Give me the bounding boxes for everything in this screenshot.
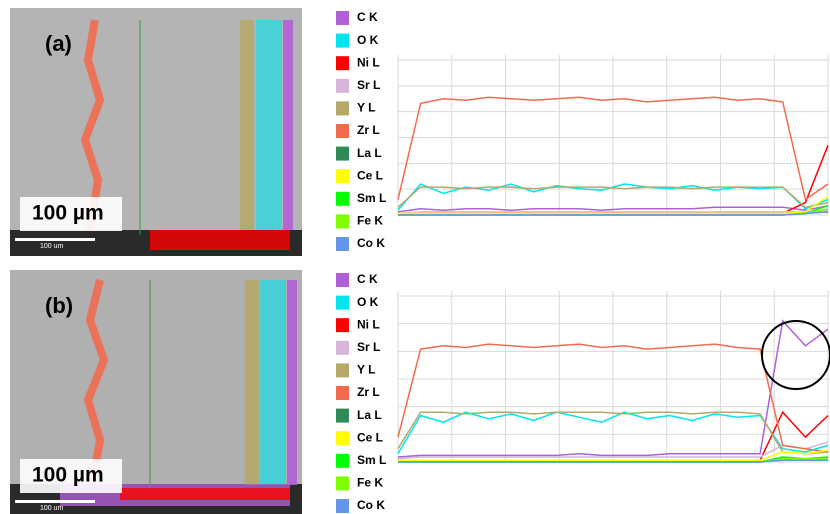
legend-swatch (336, 101, 349, 116)
scale-bar-label: 100 µm (32, 464, 104, 487)
legend-swatch (336, 431, 349, 446)
legend-label: Fe K (357, 214, 383, 228)
legend-swatch (336, 408, 349, 423)
series-line (398, 449, 829, 462)
legend-label: C K (357, 10, 378, 24)
series-line (398, 195, 829, 215)
legend-swatch (336, 318, 349, 333)
legend-swatch (336, 340, 349, 355)
legend-swatch (336, 146, 349, 161)
panel-label: (b) (45, 293, 73, 318)
series-line (397, 411, 829, 455)
series-line (397, 186, 829, 209)
legend-label: Co K (357, 498, 385, 512)
image-scale-bar (15, 500, 95, 503)
series-line (397, 183, 829, 211)
legend-label: O K (357, 295, 379, 309)
legend-swatch (336, 237, 349, 251)
series-line (397, 96, 829, 201)
legend-label: Y L (357, 363, 375, 377)
legend-label: Ce L (357, 168, 383, 182)
series-line (398, 459, 828, 463)
scale-bar-box (20, 197, 122, 231)
legend-label: Co K (357, 236, 385, 250)
legend-swatch (336, 295, 349, 310)
legend-label: La L (357, 408, 382, 422)
legend-swatch (336, 499, 349, 513)
image-scale-bar (15, 238, 95, 241)
panel-label: (a) (45, 31, 72, 56)
legend-swatch (336, 191, 349, 206)
series-line (397, 319, 829, 458)
legend-label: Ni L (357, 55, 380, 69)
legend-label: Ni L (357, 317, 380, 331)
legend-swatch (336, 476, 349, 491)
series-line (397, 343, 829, 453)
legend-label: Ce L (357, 430, 383, 444)
legend-swatch (336, 386, 349, 400)
legend-label: Zr L (357, 385, 380, 399)
legend-label: O K (357, 33, 379, 47)
legend-label: Sr L (357, 78, 380, 92)
legend-swatch (336, 78, 349, 93)
legend-label: Sm L (357, 191, 386, 205)
sem-image (10, 8, 302, 256)
legend-label: Sm L (357, 453, 386, 467)
image-scale-label: 100 um (40, 505, 64, 512)
scale-bar-box (20, 459, 122, 493)
highlight-circle (761, 320, 830, 390)
legend-swatch (336, 169, 349, 184)
legend-swatch (336, 214, 349, 229)
legend-label: Y L (357, 101, 375, 115)
legend-swatch (336, 273, 349, 287)
legend-swatch (336, 453, 349, 468)
series-line (397, 209, 829, 215)
legend-swatch (336, 11, 349, 25)
legend-label: Sr L (357, 340, 380, 354)
legend-label: C K (357, 272, 378, 286)
scale-bar-label: 100 µm (32, 202, 104, 225)
legend-label: Zr L (357, 123, 380, 137)
series-line (397, 204, 829, 213)
legend-label: Fe K (357, 476, 383, 490)
legend-swatch (336, 124, 349, 138)
series-line (398, 211, 829, 216)
legend-swatch (336, 56, 349, 71)
legend-label: La L (357, 146, 382, 160)
image-scale-label: 100 um (40, 243, 64, 250)
legend-swatch (336, 33, 349, 48)
series-line (397, 441, 829, 460)
legend-swatch (336, 363, 349, 378)
